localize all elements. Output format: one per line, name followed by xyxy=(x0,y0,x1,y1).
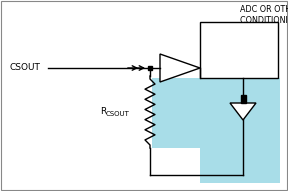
Polygon shape xyxy=(160,54,200,82)
Polygon shape xyxy=(230,103,256,120)
Text: CSOUT: CSOUT xyxy=(106,111,130,117)
Polygon shape xyxy=(148,66,152,70)
Text: ADC OR OTHER SIGNAL
CONDITIONING CIRCUITRY: ADC OR OTHER SIGNAL CONDITIONING CIRCUIT… xyxy=(240,5,288,25)
Bar xyxy=(200,22,278,78)
Text: R: R xyxy=(100,108,106,117)
Polygon shape xyxy=(240,95,245,103)
Polygon shape xyxy=(152,78,280,183)
Text: CSOUT: CSOUT xyxy=(10,63,41,73)
